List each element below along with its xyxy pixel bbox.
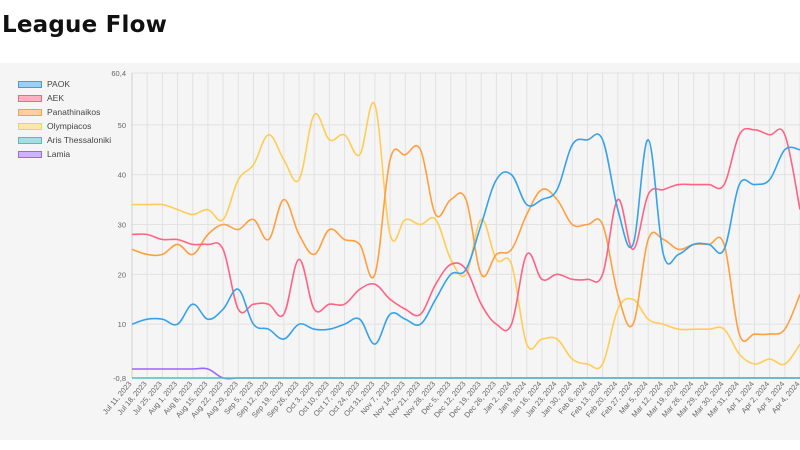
legend-item-lamia[interactable]: Lamia: [18, 147, 111, 161]
y-tick-label: -0,8: [113, 374, 126, 383]
legend-swatch: [18, 80, 42, 88]
legend-label: Lamia: [47, 149, 71, 159]
y-tick-label: 60,4: [111, 69, 126, 78]
legend-swatch: [18, 150, 42, 158]
legend-label: AEK: [47, 93, 65, 103]
legend-label: Panathinaikos: [47, 107, 101, 117]
series-line-olympiacos: [131, 101, 800, 370]
legend-swatch: [18, 136, 42, 144]
series-line-aek: [131, 127, 800, 332]
y-tick-label: 30: [118, 221, 126, 230]
y-tick-label: 50: [118, 121, 126, 130]
legend-label: Olympiacos: [47, 121, 92, 131]
y-axis: 60,4 50 40 30 20 10 -0,8: [111, 69, 126, 383]
page-title: League Flow: [2, 12, 168, 38]
chart-legend: PAOK AEK Panathinaikos Olympiacos Aris Thess…: [18, 77, 111, 161]
legend-item-paok[interactable]: PAOK: [18, 77, 111, 91]
y-tick-label: 10: [118, 320, 126, 329]
legend-item-panathinaikos[interactable]: Panathinaikos: [18, 105, 111, 119]
legend-label: Aris Thessaloniki: [47, 135, 112, 145]
legend-item-aris-thessaloniki[interactable]: Aris Thessaloniki: [18, 133, 111, 147]
series-line-paok: [131, 133, 800, 345]
grid: [131, 72, 800, 379]
legend-item-aek[interactable]: AEK: [18, 91, 111, 105]
legend-swatch: [18, 94, 42, 102]
series-group: [131, 101, 800, 380]
y-tick-label: 40: [118, 171, 126, 180]
y-tick-label: 20: [118, 270, 126, 279]
legend-swatch: [18, 122, 42, 130]
legend-label: PAOK: [47, 79, 70, 89]
chart-panel: [0, 63, 800, 440]
legend-item-olympiacos[interactable]: Olympiacos: [18, 119, 111, 133]
legend-swatch: [18, 108, 42, 116]
